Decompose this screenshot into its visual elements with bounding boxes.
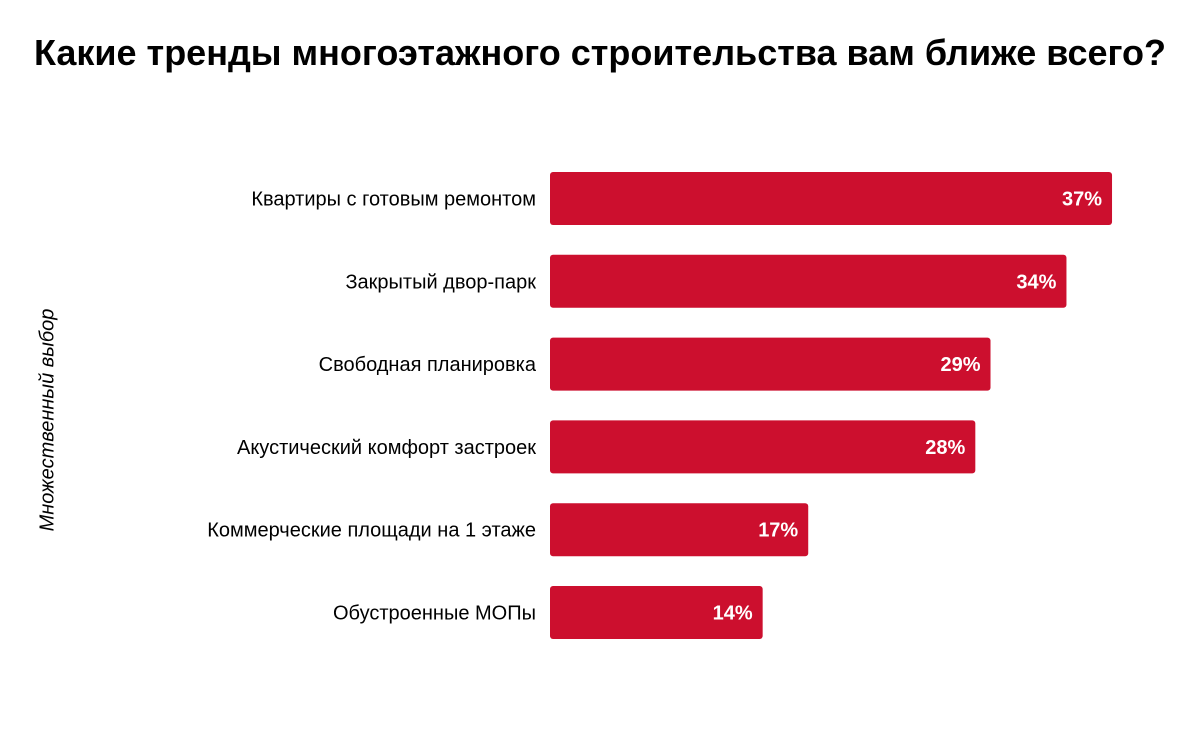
data-label: 29% xyxy=(940,354,980,376)
data-label: 28% xyxy=(925,437,965,459)
bar xyxy=(550,586,763,639)
data-label: 34% xyxy=(1016,271,1056,293)
data-label: 14% xyxy=(713,603,753,625)
category-label: Коммерческие площади на 1 этаже xyxy=(207,520,536,542)
bar xyxy=(550,172,1113,225)
chart-title: Какие тренды многоэтажного строительства… xyxy=(33,32,1167,73)
data-label: 17% xyxy=(758,520,798,542)
category-label: Обустроенные МОПы xyxy=(333,603,536,625)
category-label: Закрытый двор-парк xyxy=(345,271,536,293)
data-label: 37% xyxy=(1062,189,1102,211)
category-label: Свободная планировка xyxy=(319,354,537,376)
bar xyxy=(550,337,991,391)
bar xyxy=(550,420,976,474)
category-label: Акустический комфорт застроек xyxy=(237,437,536,459)
bar xyxy=(550,254,1067,308)
bar xyxy=(550,503,809,557)
category-label: Квартиры с готовым ремонтом xyxy=(251,189,536,211)
